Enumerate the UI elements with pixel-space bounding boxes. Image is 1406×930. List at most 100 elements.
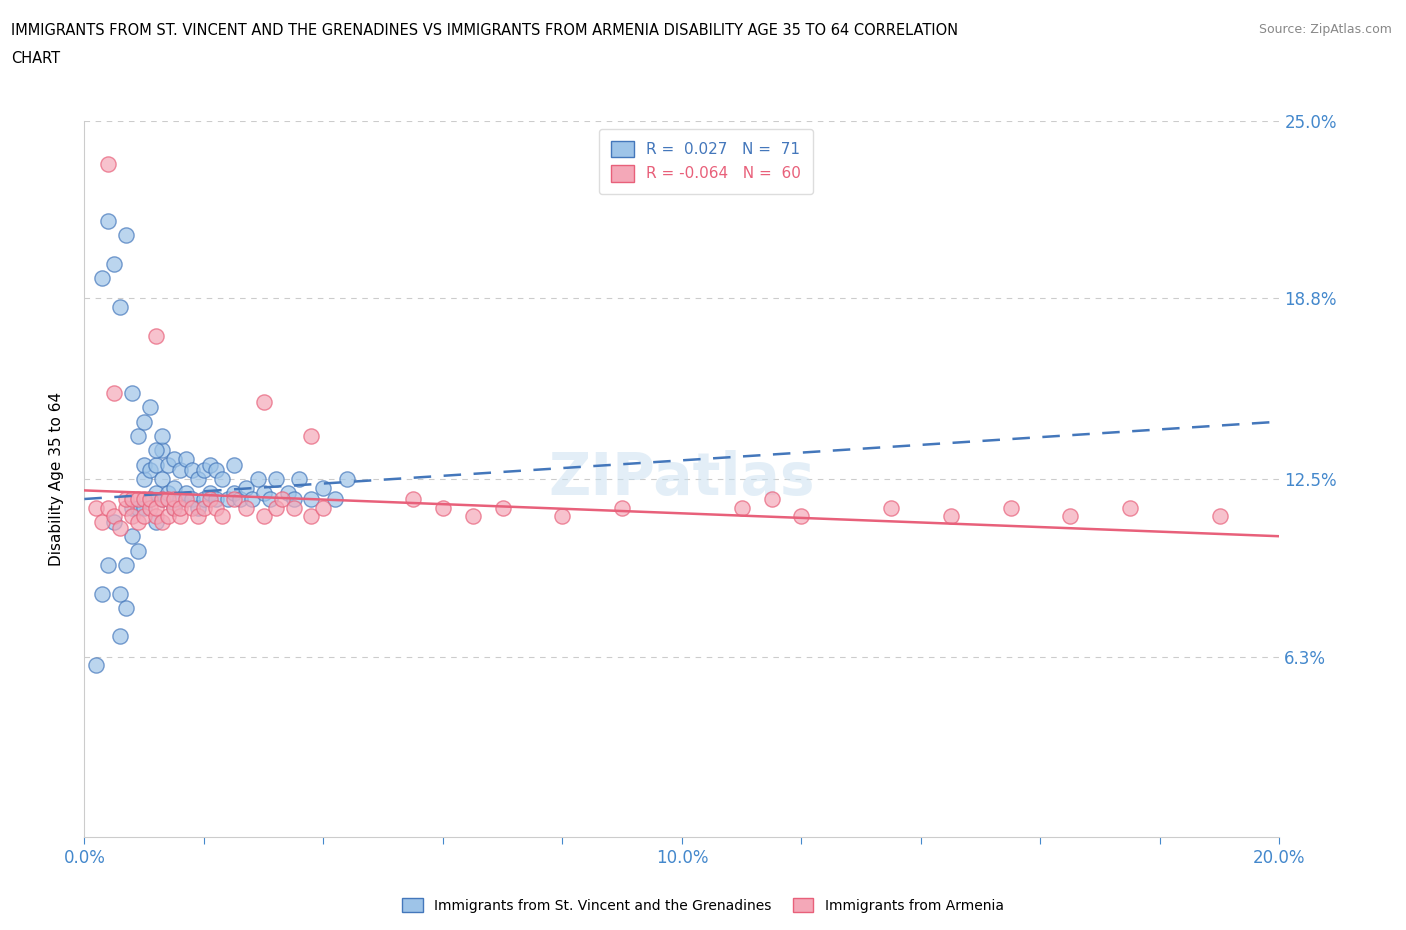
Point — [222, 492, 245, 507]
Point — [86, 500, 108, 515]
Point — [150, 429, 173, 444]
Point — [110, 586, 132, 601]
Point — [1059, 509, 1081, 524]
Point — [551, 509, 574, 524]
Point — [198, 485, 221, 500]
Point — [145, 509, 167, 524]
Point — [132, 458, 156, 472]
Point — [163, 500, 186, 515]
Point — [150, 492, 173, 507]
Point — [127, 500, 149, 515]
Point — [228, 492, 252, 507]
Point — [211, 509, 233, 524]
Point — [115, 492, 138, 507]
Point — [181, 492, 204, 507]
Legend: R =  0.027   N =  71, R = -0.064   N =  60: R = 0.027 N = 71, R = -0.064 N = 60 — [599, 128, 813, 194]
Point — [115, 557, 138, 572]
Point — [121, 500, 143, 515]
Point — [91, 271, 114, 286]
Point — [253, 394, 276, 409]
Point — [97, 557, 120, 572]
Point — [235, 480, 257, 495]
Point — [163, 451, 186, 466]
Text: CHART: CHART — [11, 51, 60, 66]
Point — [139, 463, 162, 478]
Point — [301, 492, 323, 507]
Point — [139, 492, 162, 507]
Point — [163, 500, 186, 515]
Point — [121, 492, 143, 507]
Point — [283, 492, 305, 507]
Point — [301, 429, 323, 444]
Point — [139, 492, 162, 507]
Point — [253, 485, 276, 500]
Point — [761, 492, 783, 507]
Point — [169, 492, 191, 507]
Point — [264, 472, 287, 486]
Y-axis label: Disability Age 35 to 64: Disability Age 35 to 64 — [49, 392, 63, 566]
Point — [157, 485, 180, 500]
Point — [1000, 500, 1022, 515]
Point — [169, 500, 191, 515]
Point — [312, 480, 335, 495]
Point — [121, 509, 143, 524]
Point — [150, 514, 173, 529]
Point — [115, 500, 138, 515]
Point — [145, 514, 167, 529]
Point — [145, 485, 167, 500]
Point — [97, 214, 120, 229]
Point — [127, 492, 149, 507]
Point — [174, 485, 197, 500]
Point — [157, 458, 180, 472]
Point — [880, 500, 903, 515]
Point — [139, 400, 162, 415]
Point — [145, 443, 167, 458]
Point — [169, 463, 191, 478]
Point — [91, 514, 114, 529]
Point — [939, 509, 962, 524]
Point — [235, 500, 257, 515]
Point — [174, 492, 197, 507]
Point — [259, 492, 281, 507]
Point — [121, 386, 143, 401]
Point — [169, 509, 191, 524]
Point — [283, 500, 305, 515]
Point — [246, 472, 269, 486]
Point — [187, 472, 209, 486]
Point — [205, 492, 228, 507]
Point — [222, 458, 245, 472]
Point — [731, 500, 754, 515]
Point — [132, 509, 156, 524]
Point — [150, 443, 173, 458]
Point — [115, 601, 138, 616]
Point — [187, 509, 209, 524]
Point — [91, 586, 114, 601]
Point — [132, 414, 156, 429]
Point — [103, 509, 125, 524]
Point — [150, 492, 173, 507]
Point — [103, 514, 125, 529]
Point — [461, 509, 484, 524]
Point — [115, 228, 138, 243]
Point — [240, 492, 263, 507]
Point — [288, 472, 311, 486]
Point — [277, 485, 299, 500]
Point — [163, 492, 186, 507]
Point — [97, 156, 120, 171]
Point — [198, 458, 221, 472]
Point — [174, 451, 197, 466]
Point — [181, 463, 204, 478]
Point — [432, 500, 454, 515]
Text: Source: ZipAtlas.com: Source: ZipAtlas.com — [1258, 23, 1392, 36]
Point — [121, 529, 143, 544]
Point — [139, 500, 162, 515]
Point — [110, 299, 132, 314]
Point — [402, 492, 425, 507]
Point — [132, 472, 156, 486]
Point — [145, 328, 167, 343]
Text: IMMIGRANTS FROM ST. VINCENT AND THE GRENADINES VS IMMIGRANTS FROM ARMENIA DISABI: IMMIGRANTS FROM ST. VINCENT AND THE GREN… — [11, 23, 959, 38]
Point — [110, 629, 132, 644]
Point — [132, 492, 156, 507]
Legend: Immigrants from St. Vincent and the Grenadines, Immigrants from Armenia: Immigrants from St. Vincent and the Gren… — [396, 893, 1010, 919]
Point — [336, 472, 359, 486]
